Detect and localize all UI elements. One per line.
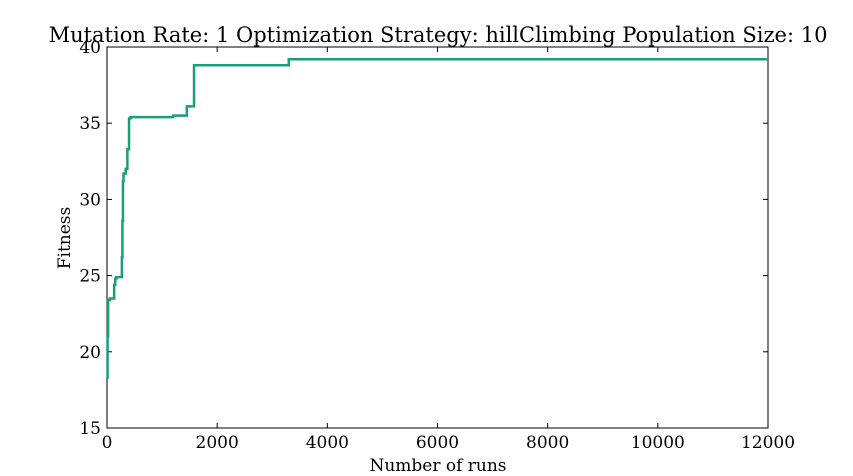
y-tick-label: 35 (79, 114, 101, 134)
y-axis-label: Fitness (55, 207, 75, 270)
series-line-0 (106, 57, 768, 379)
y-tick-label: 20 (79, 343, 101, 363)
chart-title: Mutation Rate: 1 Optimization Strategy: … (49, 23, 828, 47)
plot-area: 0 2000 4000 6000 8000 10000 12000 15 20 25 30 35 40 (79, 38, 795, 453)
x-tick-label: 6000 (416, 433, 459, 453)
y-tick-label: 30 (79, 190, 101, 210)
x-axis-label: Number of runs (369, 456, 506, 476)
x-tick-label: 2000 (196, 433, 239, 453)
y-tick-label: 15 (79, 419, 101, 439)
x-tick-label: 10000 (631, 433, 685, 453)
plot-frame (106, 46, 769, 429)
x-tick-label: 0 (102, 433, 113, 453)
y-tick-label: 25 (79, 267, 101, 287)
x-tick-label: 12000 (741, 433, 795, 453)
x-tick-label: 4000 (306, 433, 349, 453)
y-tick-label: 40 (79, 38, 101, 58)
x-tick-label: 8000 (526, 433, 569, 453)
